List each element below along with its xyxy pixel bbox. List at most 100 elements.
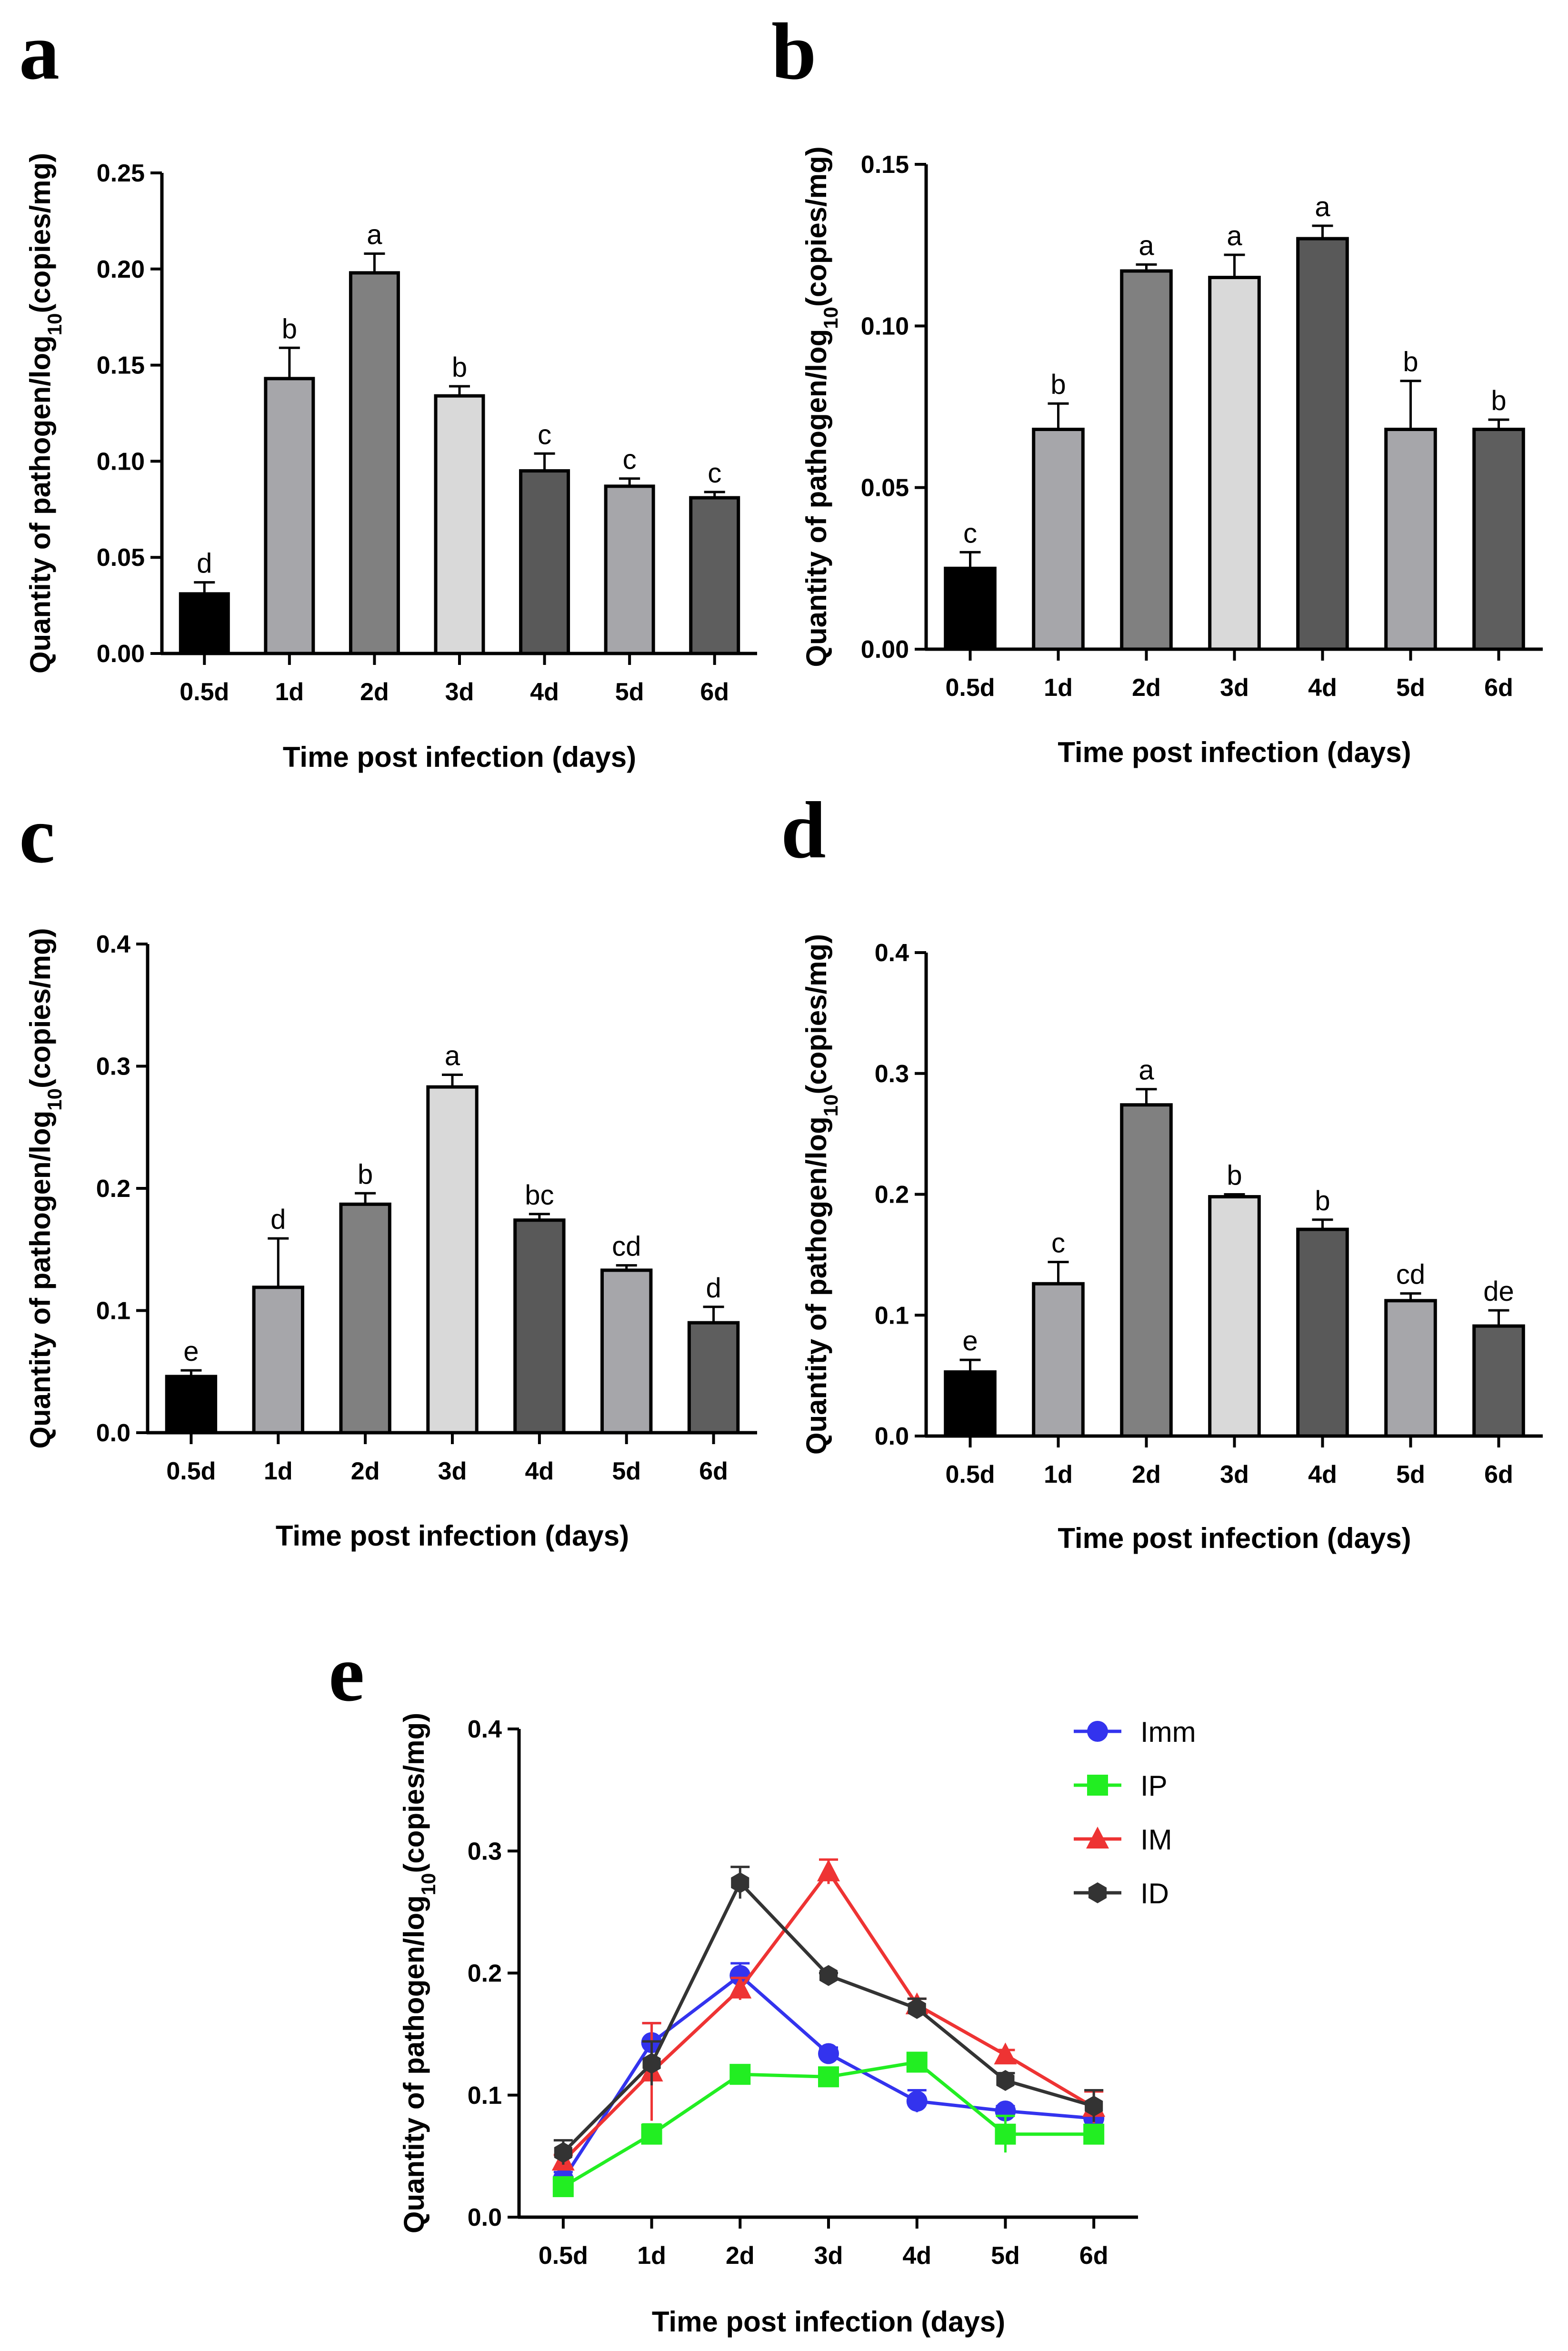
bar bbox=[434, 394, 485, 655]
y-tick-label: 0.4 bbox=[468, 1716, 502, 1743]
series-im bbox=[551, 1858, 1106, 2171]
panel-e: e 0.0 0.1 0.2 0.3 0.4 0.5d 1d 2d 3d 4d 5d 6d Time pos… bbox=[329, 1628, 1196, 2338]
panel-label: e bbox=[329, 1628, 364, 1718]
x-tick-label: 5d bbox=[1396, 1461, 1425, 1488]
x-tick-label: 0.5d bbox=[945, 674, 995, 702]
data-point bbox=[819, 1965, 838, 1986]
y-axis-title: Quantity of pathogen/log10(copies/mg) bbox=[24, 153, 66, 673]
bar bbox=[600, 1268, 653, 1435]
data-point bbox=[906, 2090, 928, 2112]
data-point bbox=[996, 2070, 1015, 2091]
y-tick-label: 0.25 bbox=[97, 160, 145, 187]
bar bbox=[1384, 428, 1437, 651]
significance-letter: a bbox=[445, 1040, 460, 1071]
significance-letter: a bbox=[1227, 221, 1242, 251]
significance-letter: a bbox=[367, 220, 382, 251]
x-tick-label: 5d bbox=[612, 1457, 641, 1485]
x-tick-label: 2d bbox=[1132, 1461, 1161, 1488]
y-axis-title: Quantity of pathogen/log10(copies/mg) bbox=[398, 1713, 439, 2233]
legend-label: IP bbox=[1140, 1770, 1168, 1802]
y-tick-label: 0.2 bbox=[875, 1181, 909, 1209]
x-axis-title: Time post infection (days) bbox=[283, 741, 636, 773]
y-tick-label: 0.00 bbox=[861, 636, 909, 663]
x-tick-label: 1d bbox=[275, 678, 304, 706]
bar bbox=[339, 1202, 391, 1435]
x-tick-label: 6d bbox=[1484, 1461, 1513, 1488]
significance-letter: b bbox=[1050, 369, 1066, 400]
significance-letter: cd bbox=[612, 1231, 641, 1262]
bar bbox=[1296, 237, 1349, 651]
panel-d: d 0.0 0.1 0.2 0.3 0.4 0.5d 1d 2d 3d 4d 5d 6d Time pos… bbox=[781, 785, 1543, 1554]
x-axis-title: Time post infection (days) bbox=[276, 1520, 629, 1552]
data-point bbox=[729, 2064, 751, 2085]
significance-letter: de bbox=[1483, 1276, 1514, 1307]
bar bbox=[179, 592, 230, 655]
series-id bbox=[553, 1866, 1104, 2165]
bar bbox=[513, 1218, 566, 1435]
significance-letter: b bbox=[282, 313, 297, 344]
significance-letter: b bbox=[1315, 1186, 1330, 1216]
data-point bbox=[552, 2176, 574, 2197]
data-point bbox=[1086, 1827, 1109, 1849]
y-tick-label: 0.1 bbox=[96, 1297, 130, 1325]
significance-letter: d bbox=[197, 548, 212, 579]
bar bbox=[1472, 428, 1525, 651]
panel-c: c 0.0 0.1 0.2 0.3 0.4 0.5d 1d 2d 3d 4d 5d 6d Time pos… bbox=[19, 790, 757, 1552]
y-tick-label: 0.4 bbox=[875, 939, 909, 967]
x-tick-label: 4d bbox=[530, 678, 559, 706]
legend-item-id: ID bbox=[1074, 1878, 1169, 1909]
data-point bbox=[731, 1872, 749, 1893]
x-tick-label: 2d bbox=[360, 678, 389, 706]
x-axis-title: Time post infection (days) bbox=[1058, 736, 1411, 768]
significance-letter: c bbox=[963, 518, 977, 549]
significance-letter: b bbox=[1491, 385, 1506, 416]
data-point bbox=[554, 2142, 572, 2163]
x-tick-label: 3d bbox=[438, 1457, 467, 1485]
bar bbox=[1208, 276, 1261, 651]
y-tick-label: 0.10 bbox=[861, 312, 909, 340]
legend-item-im: IM bbox=[1074, 1824, 1172, 1856]
x-tick-label: 1d bbox=[264, 1457, 293, 1485]
bar bbox=[1472, 1324, 1525, 1438]
data-point bbox=[908, 1998, 926, 2019]
bar bbox=[604, 484, 655, 655]
x-tick-label: 2d bbox=[1132, 674, 1161, 702]
significance-letter: a bbox=[1139, 1055, 1154, 1086]
bar bbox=[689, 496, 740, 655]
significance-letter: c bbox=[1051, 1228, 1065, 1259]
data-point bbox=[818, 2066, 839, 2088]
x-axis-title: Time post infection (days) bbox=[652, 2306, 1005, 2338]
x-tick-label: 4d bbox=[1308, 1461, 1337, 1488]
y-tick-label: 0.4 bbox=[96, 931, 130, 958]
y-tick-label: 0.15 bbox=[861, 151, 909, 179]
x-tick-label: 4d bbox=[1308, 674, 1337, 702]
x-tick-label: 4d bbox=[525, 1457, 554, 1485]
bar bbox=[1120, 1103, 1173, 1438]
significance-letter: bc bbox=[525, 1180, 554, 1211]
bar bbox=[1120, 269, 1173, 651]
y-tick-label: 0.05 bbox=[861, 474, 909, 502]
y-tick-label: 0.0 bbox=[875, 1423, 909, 1450]
panel-label: a bbox=[19, 7, 60, 96]
x-tick-label: 5d bbox=[991, 2242, 1020, 2270]
bar bbox=[1032, 1282, 1085, 1438]
data-point bbox=[642, 2053, 661, 2074]
y-axis-title: Quantity of pathogen/log10(copies/mg) bbox=[800, 146, 842, 667]
y-tick-label: 0.05 bbox=[97, 544, 145, 572]
bar bbox=[1296, 1227, 1349, 1438]
significance-letter: c bbox=[708, 458, 721, 489]
bar bbox=[165, 1375, 218, 1435]
panel-label: c bbox=[19, 790, 55, 880]
bar bbox=[252, 1286, 304, 1435]
x-tick-label: 0.5d bbox=[945, 1461, 995, 1488]
y-tick-label: 0.3 bbox=[875, 1060, 909, 1088]
legend-item-ip: IP bbox=[1074, 1770, 1168, 1802]
x-tick-label: 1d bbox=[637, 2242, 666, 2270]
series-line bbox=[562, 1869, 1095, 2162]
legend-label: IM bbox=[1140, 1824, 1172, 1856]
y-tick-label: 0.2 bbox=[96, 1175, 130, 1203]
panel-label: b bbox=[771, 7, 817, 96]
significance-letter: a bbox=[1315, 191, 1330, 222]
data-point bbox=[1083, 2123, 1105, 2145]
x-tick-label: 3d bbox=[1220, 1461, 1249, 1488]
